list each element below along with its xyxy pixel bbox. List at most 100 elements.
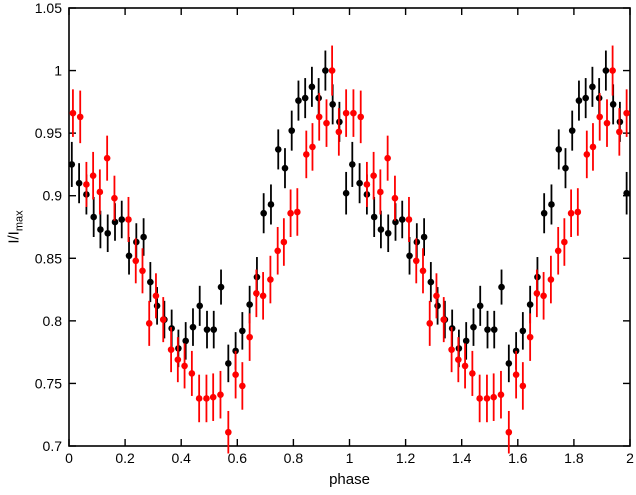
red-lightcurve-data-point [574,208,582,216]
black-lightcurve-data-point [526,301,534,308]
black-lightcurve-data-point [225,360,232,367]
red-lightcurve-data-point [589,143,597,151]
x-tick-label: 0.2 [115,450,135,466]
black-lightcurve-data-point [125,252,133,260]
red-lightcurve-data-point [596,113,604,121]
black-lightcurve-data-point [568,127,576,134]
red-lightcurve-data-point [490,393,497,401]
black-lightcurve-data-point [370,213,378,221]
red-lightcurve-data-point [512,371,520,378]
black-lightcurve-data-point [97,226,104,233]
black-lightcurve-data-point [274,146,282,153]
red-lightcurve-data-point [412,257,420,265]
black-lightcurve-data-point [589,83,596,91]
black-lightcurve-data-point [356,179,363,187]
red-lightcurve-data-point [303,151,310,158]
black-lightcurve-data-point [111,218,119,226]
red-lightcurve-data-point [195,395,203,402]
red-lightcurve-data-point [280,238,288,246]
red-lightcurve-data-point [448,346,455,353]
red-lightcurve-data-point [111,194,118,202]
red-lightcurve-data-point [583,151,591,158]
black-lightcurve-data-point [406,252,413,260]
black-lightcurve-data-point [147,278,154,286]
black-lightcurve-data-point [104,229,112,237]
red-lightcurve-data-point [540,292,547,300]
black-lightcurve-data-point [505,360,513,367]
red-lightcurve-data-point [370,172,377,179]
red-lightcurve-data-point [505,428,513,436]
black-lightcurve-data-point [210,326,218,333]
black-lightcurve-data-point [602,67,610,74]
red-lightcurve-data-point [554,247,562,255]
red-lightcurve-data-point [225,428,232,436]
red-lightcurve-data-point [461,362,469,370]
red-lightcurve-data-point [567,209,575,217]
y-axis-label-main: I/I [5,231,23,244]
x-tick-label: 0.4 [171,450,191,466]
black-lightcurve-data-point [189,323,197,331]
red-lightcurve-data-point [217,391,224,398]
x-tick-label: 1.8 [564,450,584,466]
black-lightcurve-data-point [308,83,316,91]
red-lightcurve-data-point [294,208,301,216]
black-lightcurve-data-point [434,302,441,310]
x-tick-label: 1.2 [396,450,416,466]
black-lightcurve-data-point [153,302,161,310]
red-lightcurve-data-point [609,67,616,74]
red-lightcurve-data-point [350,109,357,117]
black-lightcurve-data-point [609,101,617,108]
x-tick-label: 1.4 [452,450,472,466]
red-lightcurve-data-point [125,216,132,223]
red-lightcurve-data-point [483,395,491,402]
red-lightcurve-data-point [96,188,104,196]
red-lightcurve-data-point [259,292,267,300]
red-lightcurve-data-point [188,370,196,377]
red-lightcurve-data-point [455,356,462,363]
black-lightcurve-data-point [75,179,83,187]
red-lightcurve-data-point [384,154,391,162]
black-lightcurve-data-point [203,326,211,333]
red-lightcurve-data-point [497,391,505,398]
x-tick-label: 0 [65,450,73,466]
black-lightcurve-data-point [582,94,589,102]
red-lightcurve-data-point [152,292,160,300]
red-lightcurve-data-point [533,290,541,297]
black-lightcurve-data-point [118,216,126,223]
black-lightcurve-data-point [548,201,555,208]
red-lightcurve-data-point [315,113,323,121]
red-lightcurve-data-point [419,267,427,275]
red-lightcurve-data-point [440,316,448,323]
red-lightcurve-data-point [253,290,260,297]
black-lightcurve-data-point [281,164,289,172]
black-lightcurve-data-point [90,213,97,221]
black-lightcurve-data-point [377,226,385,233]
black-lightcurve-data-point [329,101,336,108]
x-axis-label: phase [329,471,370,488]
red-lightcurve-data-point [335,128,343,136]
black-lightcurve-data-point [295,97,302,104]
black-lightcurve-data-point [562,164,569,172]
black-lightcurve-data-point [498,283,505,291]
red-lightcurve-data-point [89,172,97,179]
plot-frame [68,7,631,447]
black-lightcurve-data-point [349,161,356,168]
red-lightcurve-data-point [203,395,210,402]
y-tick-label: 0.7 [43,438,63,454]
black-lightcurve-data-point [322,67,329,74]
red-lightcurve-data-point [181,362,188,370]
red-lightcurve-data-point [363,181,371,188]
red-lightcurve-data-point [476,395,483,402]
black-lightcurve-data-point [301,94,309,102]
black-lightcurve-data-point [519,327,527,335]
red-lightcurve-data-point [561,238,568,246]
black-lightcurve-data-point [420,233,428,241]
red-lightcurve-data-point [83,181,90,188]
black-lightcurve-data-point [427,278,435,286]
red-lightcurve-data-point [174,356,182,363]
red-lightcurve-data-point [433,292,440,300]
black-lightcurve-data-point [246,301,253,308]
black-lightcurve-data-point [384,229,392,237]
